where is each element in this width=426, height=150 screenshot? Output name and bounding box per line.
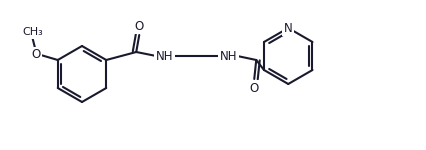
Text: O: O: [31, 48, 40, 62]
Text: NH: NH: [219, 50, 237, 63]
Text: O: O: [135, 20, 144, 33]
Text: N: N: [284, 21, 293, 34]
Text: CH₃: CH₃: [23, 27, 43, 37]
Text: O: O: [250, 81, 259, 94]
Text: NH: NH: [155, 50, 173, 63]
